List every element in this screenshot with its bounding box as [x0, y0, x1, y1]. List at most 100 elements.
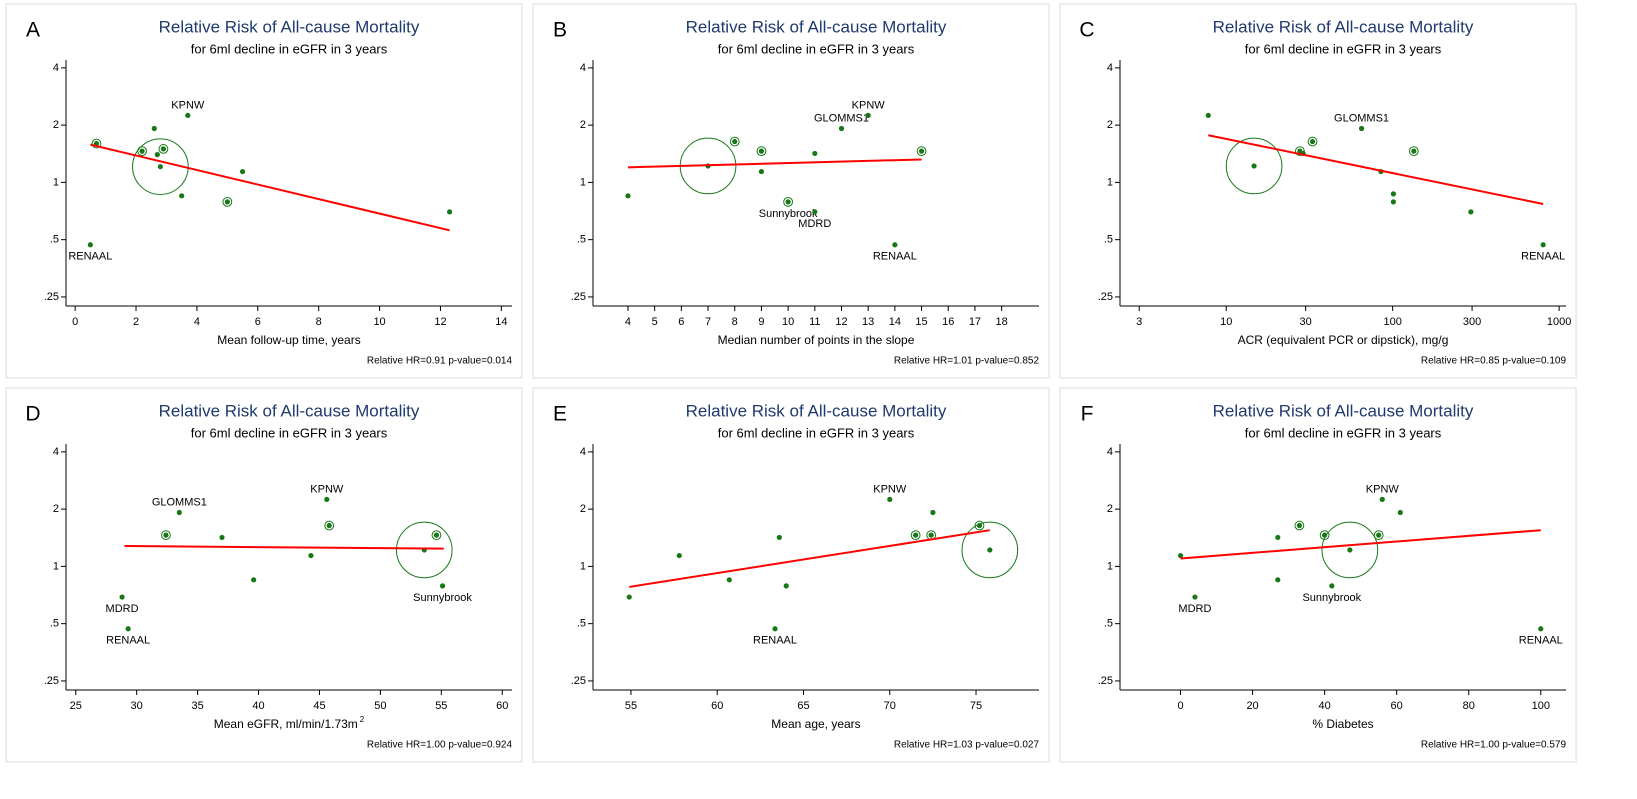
study-label: KPNW: [310, 483, 344, 495]
study-label: RENAAL: [68, 251, 112, 263]
panel: F Relative Risk of All-cause Mortality for…: [1059, 387, 1577, 763]
weight-circle: [161, 530, 171, 541]
study-point: [783, 583, 789, 589]
weight-circle: [132, 138, 189, 195]
x-tick-label: 14: [889, 316, 901, 328]
y-tick-label: 4: [580, 62, 586, 74]
study-point: [913, 532, 919, 538]
x-tick-label: 3: [1136, 316, 1142, 328]
study-label: Sunnybrook: [759, 208, 818, 220]
study-label: KPNW: [852, 99, 886, 111]
study-point: [308, 552, 314, 559]
study-point: [125, 626, 131, 632]
y-tick-label: .25: [1098, 675, 1113, 687]
x-tick-label: 15: [915, 316, 927, 328]
x-tick-label: 16: [942, 316, 954, 328]
study-label: GLOMMS1: [814, 112, 869, 124]
chart-subtitle: for 6ml decline in eGFR in 3 years: [191, 41, 388, 56]
y-tick-label: 4: [580, 446, 586, 458]
x-tick-label: 12: [835, 316, 847, 328]
x-tick-label: 100: [1383, 316, 1401, 328]
x-axis-label-text: Mean eGFR, ml/min/1.73m: [214, 717, 358, 731]
study-point: [157, 164, 163, 170]
panel: E Relative Risk of All-cause Mortality for…: [532, 387, 1050, 763]
chart-title: Relative Risk of All-cause Mortality: [686, 17, 947, 36]
panel: B Relative Risk of All-cause Mortality for…: [532, 3, 1050, 379]
x-tick-label: 75: [970, 700, 982, 712]
study-point: [324, 496, 330, 503]
x-tick-label: 17: [969, 316, 981, 328]
y-tick-label: 4: [53, 446, 59, 458]
study-label: KPNW: [1366, 483, 1400, 495]
study-point: [776, 534, 782, 541]
x-tick-label: 10: [373, 316, 385, 328]
chart-subtitle: for 6ml decline in eGFR in 3 years: [718, 425, 915, 440]
study-point: [1309, 138, 1316, 145]
x-tick-label: 0: [1177, 700, 1183, 712]
chart-subtitle: for 6ml decline in eGFR in 3 years: [191, 425, 388, 440]
x-axis-label-text: % Diabetes: [1312, 717, 1373, 731]
x-tick-label: 30: [131, 700, 143, 712]
x-tick-label: 40: [1319, 700, 1331, 712]
x-tick-label: 40: [252, 700, 264, 712]
study-point: [1376, 532, 1382, 538]
study-point: [176, 509, 182, 516]
x-axis-label-text: Median number of points in the slope: [718, 333, 915, 347]
x-tick-label: 11: [809, 316, 820, 328]
study-label: Sunnybrook: [1302, 592, 1361, 604]
x-tick-label: 45: [313, 700, 325, 712]
y-tick-label: .5: [50, 618, 59, 630]
study-point: [930, 509, 936, 516]
study-label: RENAAL: [1521, 251, 1565, 263]
study-point: [758, 168, 765, 175]
x-tick-label: 100: [1532, 700, 1550, 712]
study-point: [151, 125, 157, 132]
weight-circle: [222, 196, 233, 207]
fit-line: [629, 529, 990, 588]
x-tick-label: 35: [191, 700, 203, 712]
y-tick-label: .5: [1104, 234, 1113, 246]
study-point: [224, 199, 230, 205]
study-point: [838, 125, 845, 132]
study-point: [219, 534, 225, 541]
study-point: [1177, 552, 1184, 559]
study-point: [785, 199, 791, 205]
chart-title: Relative Risk of All-cause Mortality: [1213, 401, 1474, 420]
x-tick-label: 70: [884, 700, 896, 712]
y-tick-label: 2: [53, 503, 59, 515]
weight-circle: [910, 530, 921, 541]
y-tick-label: 1: [1107, 176, 1113, 188]
study-point: [1275, 534, 1281, 541]
x-tick-label: 60: [711, 700, 723, 712]
study-label: GLOMMS1: [1334, 112, 1389, 124]
x-tick-label: 55: [435, 700, 447, 712]
fit-line: [124, 545, 444, 550]
x-tick-label: 14: [495, 316, 507, 328]
weight-circle: [1321, 521, 1379, 579]
weight-circle: [1307, 136, 1318, 147]
study-point: [892, 242, 898, 248]
x-tick-label: 25: [70, 700, 82, 712]
stats-note: Relative HR=1.03 p-value=0.027: [894, 740, 1040, 751]
chart-title: Relative Risk of All-cause Mortality: [1213, 17, 1474, 36]
x-tick-label: 7: [705, 316, 711, 328]
y-tick-label: .25: [571, 291, 586, 303]
weight-circle: [395, 521, 453, 579]
stats-note: Relative HR=0.91 p-value=0.014: [367, 356, 513, 367]
x-tick-label: 55: [625, 700, 637, 712]
weight-circle: [91, 138, 102, 149]
x-axis-label-text: Mean age, years: [771, 717, 860, 731]
x-axis-label: % Diabetes: [1312, 717, 1373, 731]
panel-letter: A: [26, 19, 40, 42]
x-axis-label: Median number of points in the slope: [718, 333, 915, 347]
study-point: [1468, 209, 1474, 215]
weight-circle: [158, 144, 169, 154]
y-tick-label: .25: [44, 291, 59, 303]
x-tick-label: 300: [1463, 316, 1481, 328]
x-tick-label: 12: [434, 316, 446, 328]
x-tick-label: 0: [72, 316, 78, 328]
panel-frame: [1059, 387, 1577, 763]
study-point: [865, 112, 871, 119]
weight-circle: [1294, 520, 1305, 531]
panel-letter: F: [1081, 403, 1094, 426]
